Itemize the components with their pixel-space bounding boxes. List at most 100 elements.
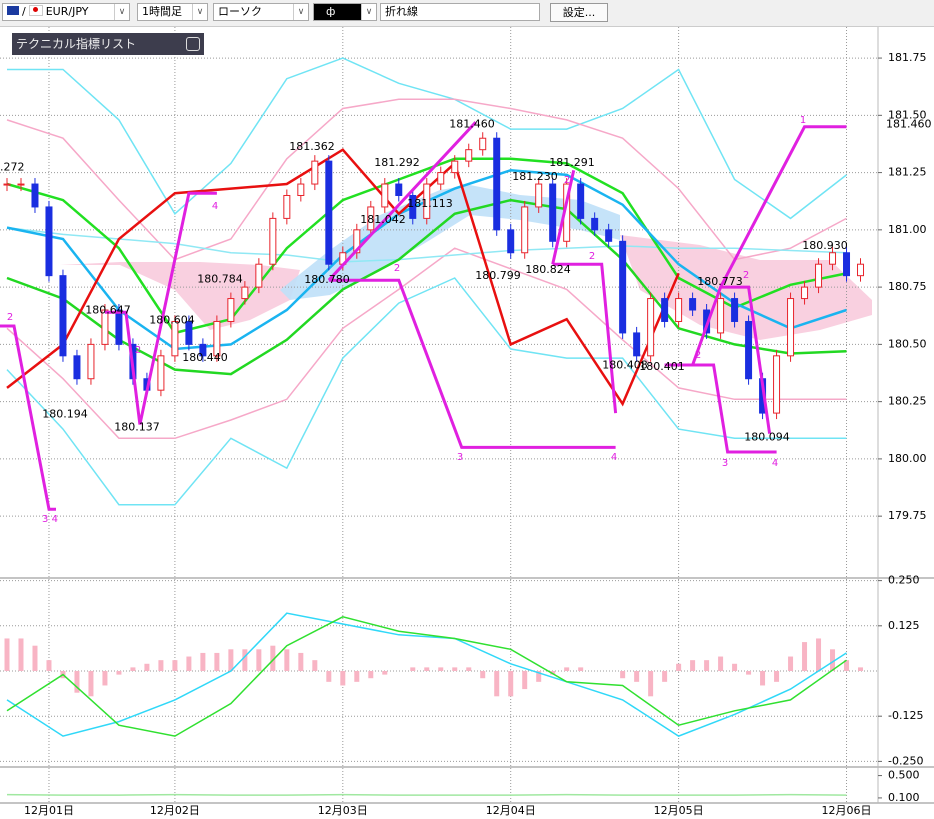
candle-body: [297, 183, 305, 196]
y-tick-label: 0.500: [888, 769, 920, 782]
histogram-bar: [816, 638, 822, 671]
histogram-bar: [130, 667, 136, 671]
candle-body: [255, 263, 263, 288]
zigzag-label: 1: [800, 115, 806, 126]
candle-body: [199, 343, 207, 357]
settings-button[interactable]: 設定...: [550, 3, 608, 22]
candle-body: [437, 172, 445, 185]
y-tick-label: 0.250: [888, 574, 920, 587]
y-tick-label: 180.25: [888, 395, 927, 408]
histogram-bar: [312, 660, 318, 671]
panel-icon[interactable]: [186, 37, 200, 51]
histogram-bar: [648, 671, 654, 697]
indicator-panel[interactable]: テクニカル指標リスト: [12, 33, 204, 55]
price-annotation: 181.362: [289, 140, 335, 153]
style-select[interactable]: ローソク ∨: [213, 3, 309, 21]
candle-body: [213, 320, 221, 357]
candle-body: [829, 252, 837, 265]
price-annotation: 180.780: [304, 273, 350, 286]
candle-body: [311, 160, 319, 185]
price-annotation: 181.042: [360, 213, 406, 226]
dropdown-arrow: ∨: [114, 4, 129, 20]
candle-body: [283, 194, 291, 219]
zigzag-line: [0, 121, 847, 511]
histogram-bar: [256, 649, 262, 671]
histogram-bar: [32, 645, 38, 671]
histogram-bar: [368, 671, 374, 679]
histogram-bar: [102, 671, 108, 686]
histogram-bar: [480, 671, 486, 679]
zigzag-label: 4: [772, 458, 778, 469]
candle-body: [269, 217, 277, 265]
histogram-bar: [116, 671, 122, 675]
candle-body: [465, 149, 473, 162]
zigzag-label: 2: [135, 345, 141, 356]
histogram-bar: [536, 671, 542, 682]
zigzag-label: 3 4: [42, 514, 58, 525]
zigzag-label: 3: [722, 458, 728, 469]
timeframe-select[interactable]: 1時間足 ∨: [137, 3, 208, 21]
line-type: 折れ線: [385, 5, 418, 18]
candle-body: [633, 332, 641, 357]
histogram-bar: [186, 656, 192, 671]
color-select[interactable]: ф ∨: [313, 3, 377, 21]
zigzag-label: 2: [564, 175, 570, 186]
histogram-bar: [46, 660, 52, 671]
price-annotation: 180.773: [697, 275, 743, 288]
histogram-bar: [172, 660, 178, 671]
line-type-field[interactable]: 折れ線: [380, 3, 540, 21]
histogram-bar: [88, 671, 94, 697]
candle-body: [73, 355, 81, 380]
price-tag: 181.460: [886, 117, 932, 130]
indicator-line: [6, 148, 680, 407]
histogram-bar: [564, 667, 570, 671]
indicator-line: [6, 247, 847, 440]
candle-body: [843, 252, 851, 277]
jp-flag: [28, 5, 43, 16]
candle-body: [241, 286, 249, 300]
candle-body: [857, 263, 865, 277]
candle-body: [521, 206, 529, 254]
candle-body: [731, 298, 739, 322]
indicator-line: [6, 616, 847, 737]
price-annotation: .272: [0, 161, 25, 174]
price-annotation: 180.137: [114, 421, 160, 434]
timeframe: 1時間足: [142, 5, 182, 18]
candle-body: [367, 206, 375, 231]
histogram-bar: [382, 671, 388, 675]
chart-style: ローソク: [218, 5, 262, 18]
y-tick-label: 181.25: [888, 166, 927, 179]
candle-body: [101, 309, 109, 345]
candle-body: [31, 183, 39, 208]
price-annotation: 180.094: [744, 430, 790, 443]
candle-body: [353, 229, 361, 254]
zigzag-label: 2: [743, 270, 749, 281]
histogram-bar: [788, 656, 794, 671]
settings-label: 設定...: [562, 6, 596, 19]
histogram-bar: [18, 638, 24, 671]
histogram-bar: [830, 649, 836, 671]
candle-body: [535, 183, 543, 208]
candle-body: [605, 229, 613, 242]
candle-body: [577, 183, 585, 219]
histogram-bar: [760, 671, 766, 686]
x-tick-label: 12月05日: [654, 804, 704, 817]
histogram-bar: [732, 663, 738, 671]
x-tick-label: 12月03日: [318, 804, 368, 817]
histogram-bar: [746, 671, 752, 675]
price-annotation: 180.799: [475, 269, 521, 282]
histogram-bar: [354, 671, 360, 682]
candle-body: [395, 183, 403, 196]
price-annotation: 181.230: [512, 170, 558, 183]
price-annotation: 180.930: [802, 239, 848, 252]
candle-body: [45, 206, 53, 277]
candle-body: [661, 298, 669, 322]
x-tick-label: 12月06日: [822, 804, 872, 817]
symbol-select[interactable]: / EUR/JPY ∨: [2, 3, 130, 21]
histogram-bar: [494, 671, 500, 697]
candle-body: [157, 355, 165, 391]
histogram-bar: [704, 660, 710, 671]
candle-body: [115, 309, 123, 345]
histogram-bar: [774, 671, 780, 682]
histogram-bar: [844, 660, 850, 671]
